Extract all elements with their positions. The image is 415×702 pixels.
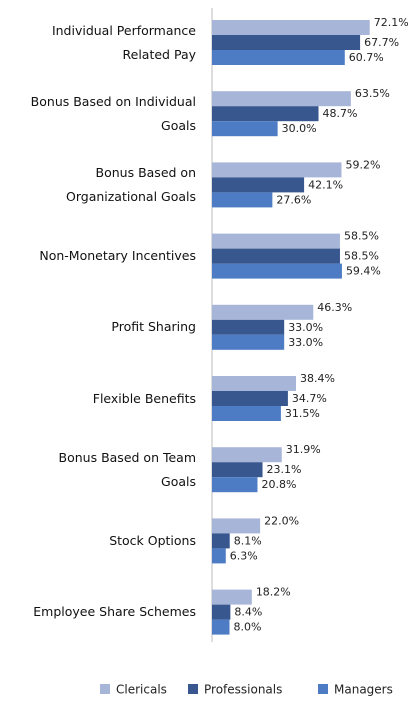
value-label: 58.5% (344, 250, 379, 263)
legend-swatch (318, 684, 328, 694)
value-label: 48.7% (323, 107, 358, 120)
value-label: 20.8% (262, 478, 297, 491)
value-label: 59.4% (346, 265, 381, 278)
value-label: 23.1% (267, 463, 302, 476)
bar (212, 334, 285, 350)
bar (212, 548, 226, 564)
bar (212, 192, 273, 208)
bar (212, 391, 288, 406)
bar (212, 177, 305, 193)
bar (212, 533, 230, 549)
bar (212, 20, 370, 35)
value-label: 60.7% (349, 51, 384, 64)
bar (212, 518, 261, 534)
bar (212, 263, 342, 279)
value-label: 27.6% (276, 193, 311, 206)
value-label: 59.2% (346, 158, 381, 171)
value-label: 18.2% (256, 586, 291, 599)
value-label: 42.1% (308, 178, 343, 191)
category-label: Individual Performance Related Pay (51, 22, 196, 62)
bar (212, 233, 340, 249)
category-label: Non-Monetary Incentives (39, 248, 196, 264)
value-label: 33.0% (288, 321, 323, 334)
bar (212, 619, 230, 635)
bar (212, 477, 258, 493)
value-label: 30.0% (282, 122, 317, 135)
value-label: 8.4% (234, 606, 262, 619)
value-label: 31.5% (285, 407, 320, 420)
category-label: Flexible Benefits (92, 390, 196, 406)
bar (212, 162, 342, 178)
value-label: 6.3% (230, 549, 258, 562)
bar (212, 604, 231, 620)
bar (212, 462, 263, 478)
value-label: 38.4% (300, 372, 335, 385)
category-label: Bonus Based on Organizational Goals (66, 164, 196, 204)
legend-label: Clericals (116, 683, 167, 697)
value-label: 67.7% (364, 36, 399, 49)
bar (212, 304, 314, 320)
value-label: 34.7% (292, 392, 327, 405)
bar (212, 121, 278, 137)
value-label: 8.0% (234, 621, 262, 634)
bar (212, 376, 296, 391)
category-label: Bonus Based on Individual Goals (30, 93, 196, 133)
bar (212, 406, 281, 421)
category-label: Bonus Based on Team Goals (58, 449, 196, 489)
legend-swatch (100, 684, 110, 694)
legend-label: Managers (334, 683, 393, 697)
value-label: 31.9% (286, 443, 321, 456)
category-label: Profit Sharing (111, 319, 196, 335)
bar (212, 319, 285, 335)
bar (212, 91, 351, 107)
value-label: 8.1% (234, 534, 262, 547)
value-label: 58.5% (344, 230, 379, 243)
value-label: 46.3% (317, 301, 352, 314)
category-label: Stock Options (109, 532, 196, 548)
bar (212, 106, 319, 122)
legend-label: Professionals (204, 683, 282, 697)
bar (212, 50, 345, 65)
bar (212, 589, 252, 605)
value-label: 33.0% (288, 336, 323, 349)
value-label: 22.0% (264, 514, 299, 527)
value-label: 63.5% (355, 87, 390, 100)
bar (212, 447, 282, 463)
bar (212, 248, 340, 264)
value-label: 72.1% (374, 16, 409, 29)
bar (212, 35, 361, 50)
category-label: Employee Share Schemes (33, 604, 196, 620)
legend-swatch (188, 684, 198, 694)
